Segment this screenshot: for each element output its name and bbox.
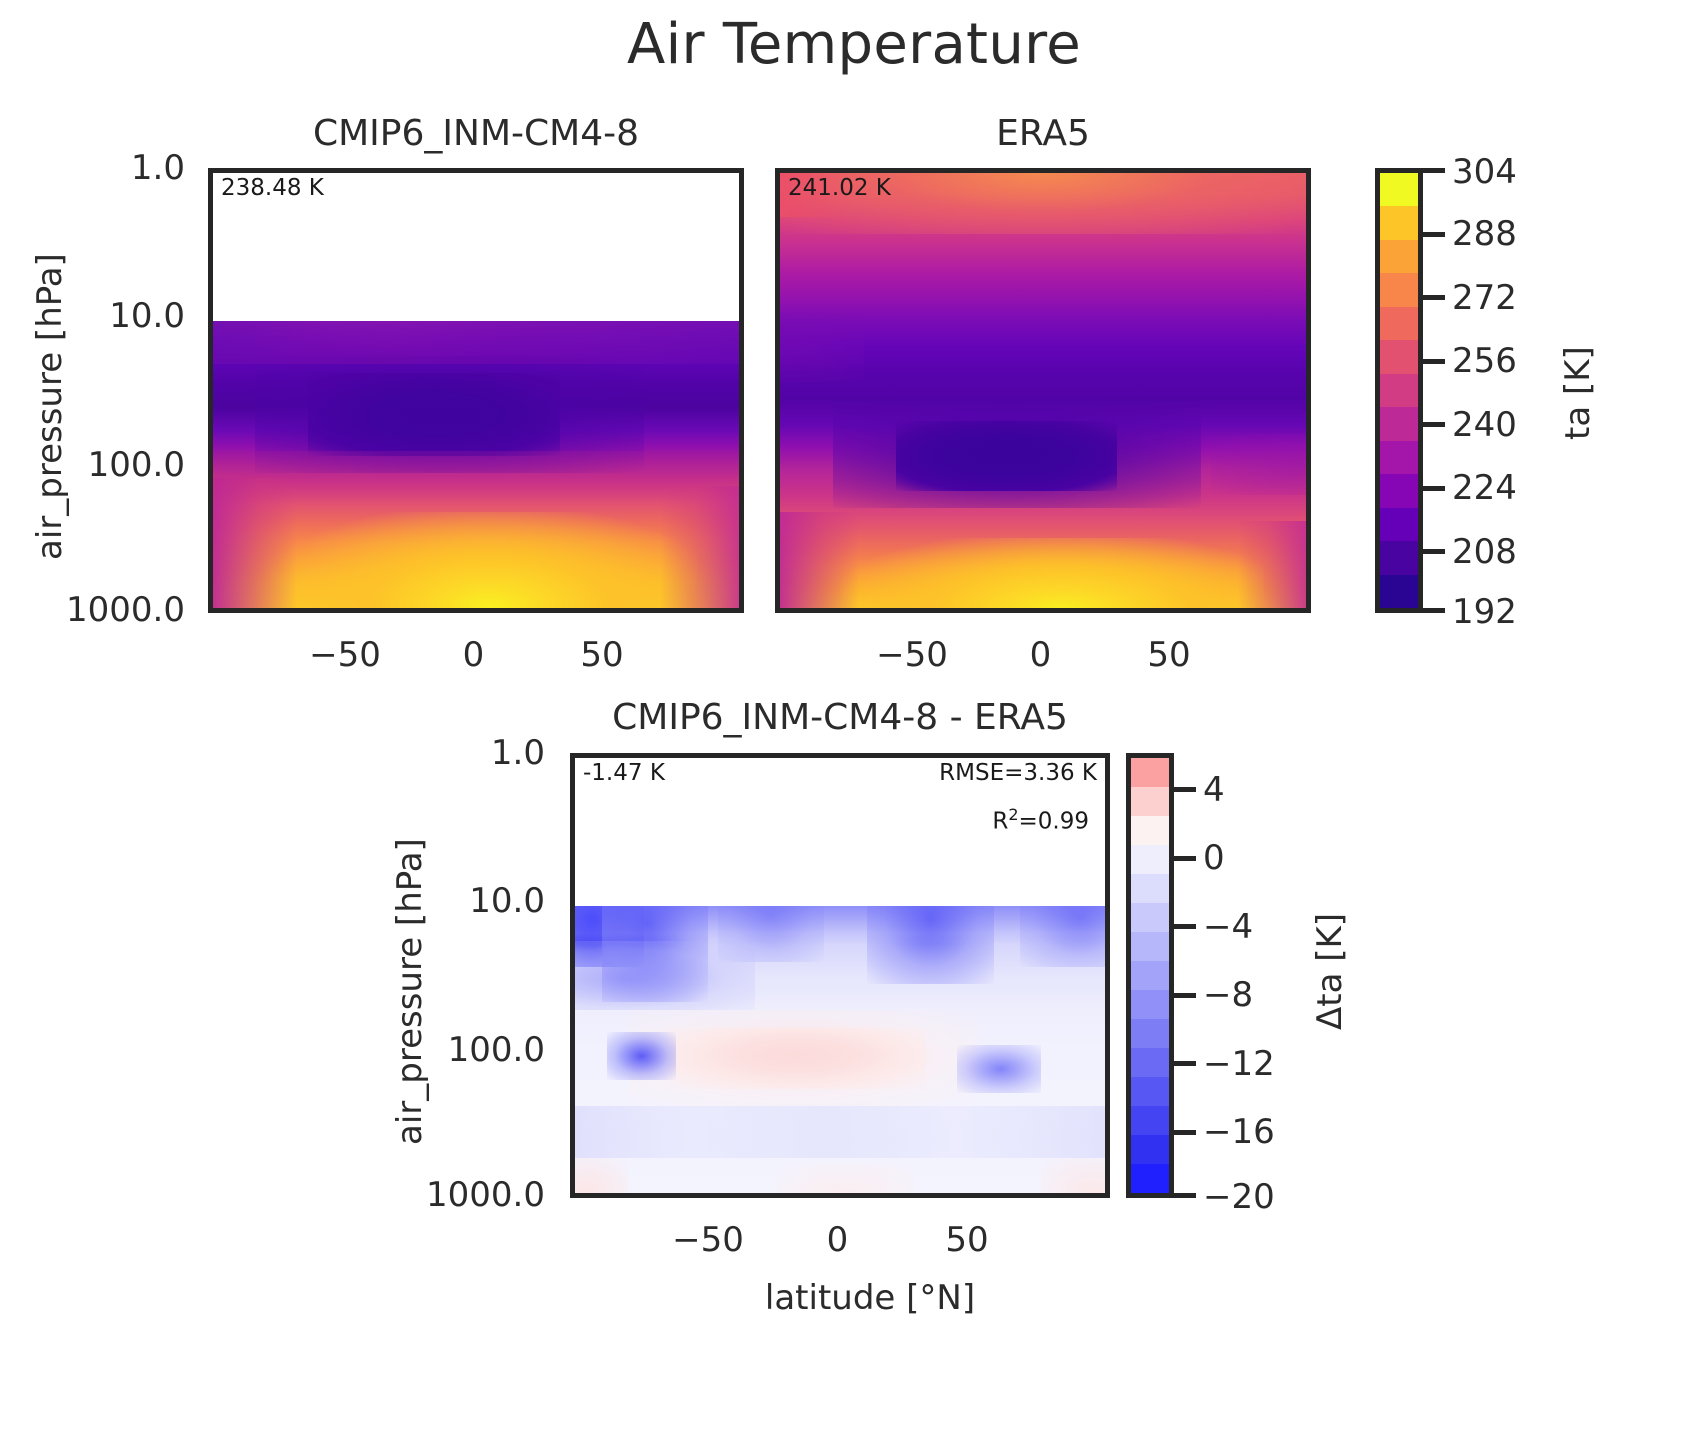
- cbar-swatch: [1380, 340, 1418, 374]
- annotation-difference-mean: -1.47 K: [583, 760, 665, 786]
- xlabel-difference: latitude [°N]: [764, 1278, 976, 1318]
- cbar-swatch: [1131, 961, 1169, 990]
- cbar-swatch: [1131, 787, 1169, 816]
- annotation-difference-r2: R2=0.99: [992, 805, 1089, 835]
- xtick-label-model-0: 0: [462, 635, 485, 675]
- contour-field-model: [213, 173, 739, 608]
- cbar-swatch: [1131, 932, 1169, 961]
- annotation-reference-mean: 241.02 K: [788, 175, 891, 201]
- cbar-swatch: [1131, 1019, 1169, 1048]
- ta-cbar-tick-240: 240: [1452, 404, 1517, 445]
- annotation-model-mean: 238.48 K: [221, 175, 324, 201]
- cbar-swatch: [1131, 1106, 1169, 1135]
- ta-cbar-tick-208: 208: [1452, 531, 1517, 572]
- cbar-swatch: [1131, 845, 1169, 874]
- axes-reference: 241.02 K: [775, 168, 1311, 613]
- ylabel-model: air_pressure [hPa]: [30, 253, 70, 560]
- xtick-model-0: [479, 608, 484, 613]
- xtick-model-m50: [350, 608, 355, 613]
- cbar-swatch: [1131, 902, 1169, 932]
- ytick-label-difference-1: 1.0: [490, 733, 545, 773]
- xtick-label-reference-50: 50: [1147, 635, 1191, 675]
- delta-cbar-tick-0: 0: [1203, 838, 1225, 879]
- delta-cbar-tick-m4: −4: [1203, 906, 1254, 947]
- xtick-label-difference-0: 0: [826, 1220, 849, 1260]
- cbar-swatch: [1380, 574, 1418, 608]
- cbar-swatch: [1380, 273, 1418, 307]
- ta-cbar-tick-192: 192: [1452, 592, 1517, 632]
- xtick-label-model-50: 50: [580, 635, 624, 675]
- ta-cbar-tick-304: 304: [1452, 152, 1517, 192]
- xtick-model-50: [607, 608, 612, 613]
- cbar-swatch: [1380, 474, 1418, 508]
- cbar-swatch: [1380, 373, 1418, 408]
- ta-cbar-tick-224: 224: [1452, 468, 1517, 509]
- cbar-swatch: [1131, 758, 1169, 787]
- delta-cbar-tick-m16: −16: [1203, 1112, 1275, 1152]
- xtick-difference-50: [972, 1193, 977, 1198]
- cbar-swatch: [1131, 989, 1169, 1019]
- cbar-swatch: [1131, 1076, 1169, 1106]
- delta-cbar-tick-m12: −12: [1203, 1043, 1275, 1084]
- ytick-label-difference-10: 10.0: [469, 881, 545, 922]
- ytick-label-model-10: 10.0: [109, 296, 185, 337]
- cbar-swatch: [1380, 541, 1418, 575]
- xtick-label-model-m50: −50: [309, 635, 381, 675]
- xtick-reference-m50: [917, 608, 922, 613]
- ytick-label-model-100: 100.0: [87, 444, 185, 485]
- cbar-swatch: [1131, 815, 1169, 845]
- cbar-swatch: [1131, 1048, 1169, 1077]
- ta-cbar-tick-272: 272: [1452, 277, 1517, 318]
- xtick-label-reference-m50: −50: [876, 635, 948, 675]
- panel-title-reference: ERA5: [996, 113, 1090, 154]
- cbar-swatch: [1131, 1163, 1169, 1193]
- xtick-label-reference-0: 0: [1029, 635, 1052, 675]
- cbar-swatch: [1380, 440, 1418, 475]
- xtick-label-difference-m50: −50: [672, 1220, 744, 1260]
- cbar-swatch: [1380, 407, 1418, 441]
- xtick-difference-0: [843, 1193, 848, 1198]
- delta-cbar-tick-4: 4: [1203, 769, 1225, 810]
- ytick-model-100: [208, 470, 213, 475]
- ta-colorbar[interactable]: [1375, 168, 1423, 613]
- delta-ta-colorbar[interactable]: [1126, 753, 1174, 1198]
- ta-cbar-tick-256: 256: [1452, 341, 1517, 382]
- cbar-swatch: [1131, 874, 1169, 903]
- figure-suptitle: Air Temperature: [627, 12, 1081, 77]
- panel-title-model: CMIP6_INM-CM4-8: [312, 113, 640, 154]
- cbar-swatch: [1380, 173, 1418, 207]
- ytick-label-difference-1000: 1000.0: [426, 1175, 545, 1215]
- panel-title-difference: CMIP6_INM-CM4-8 - ERA5: [612, 697, 1068, 738]
- cbar-swatch: [1380, 306, 1418, 341]
- contour-field-reference: [780, 173, 1306, 608]
- ylabel-difference: air_pressure [hPa]: [390, 838, 430, 1145]
- ytick-label-model-1: 1.0: [130, 148, 185, 188]
- delta-cbar-tick-m8: −8: [1203, 975, 1254, 1016]
- xtick-reference-50: [1174, 608, 1179, 613]
- axes-model: 238.48 K: [208, 168, 744, 613]
- contour-field-difference: [575, 758, 1105, 1193]
- cbar-swatch: [1131, 1135, 1169, 1164]
- delta-cbar-tick-m20: −20: [1203, 1177, 1275, 1217]
- ta-cbar-tick-288: 288: [1452, 214, 1517, 255]
- axes-difference: -1.47 K RMSE=3.36 K R2=0.99: [570, 753, 1110, 1198]
- annotation-difference-rmse: RMSE=3.36 K: [939, 760, 1097, 786]
- ytick-model-10: [208, 321, 213, 326]
- cbar-swatch: [1380, 206, 1418, 240]
- xtick-reference-0: [1046, 608, 1051, 613]
- ytick-label-difference-100: 100.0: [447, 1029, 545, 1070]
- cbar-swatch: [1380, 507, 1418, 542]
- delta-ta-colorbar-label: Δta [K]: [1310, 912, 1350, 1030]
- cbar-swatch: [1380, 239, 1418, 274]
- xtick-difference-m50: [713, 1193, 718, 1198]
- ta-colorbar-label: ta [K]: [1558, 346, 1598, 440]
- xtick-label-difference-50: 50: [945, 1220, 989, 1260]
- ytick-label-model-1000: 1000.0: [66, 590, 185, 630]
